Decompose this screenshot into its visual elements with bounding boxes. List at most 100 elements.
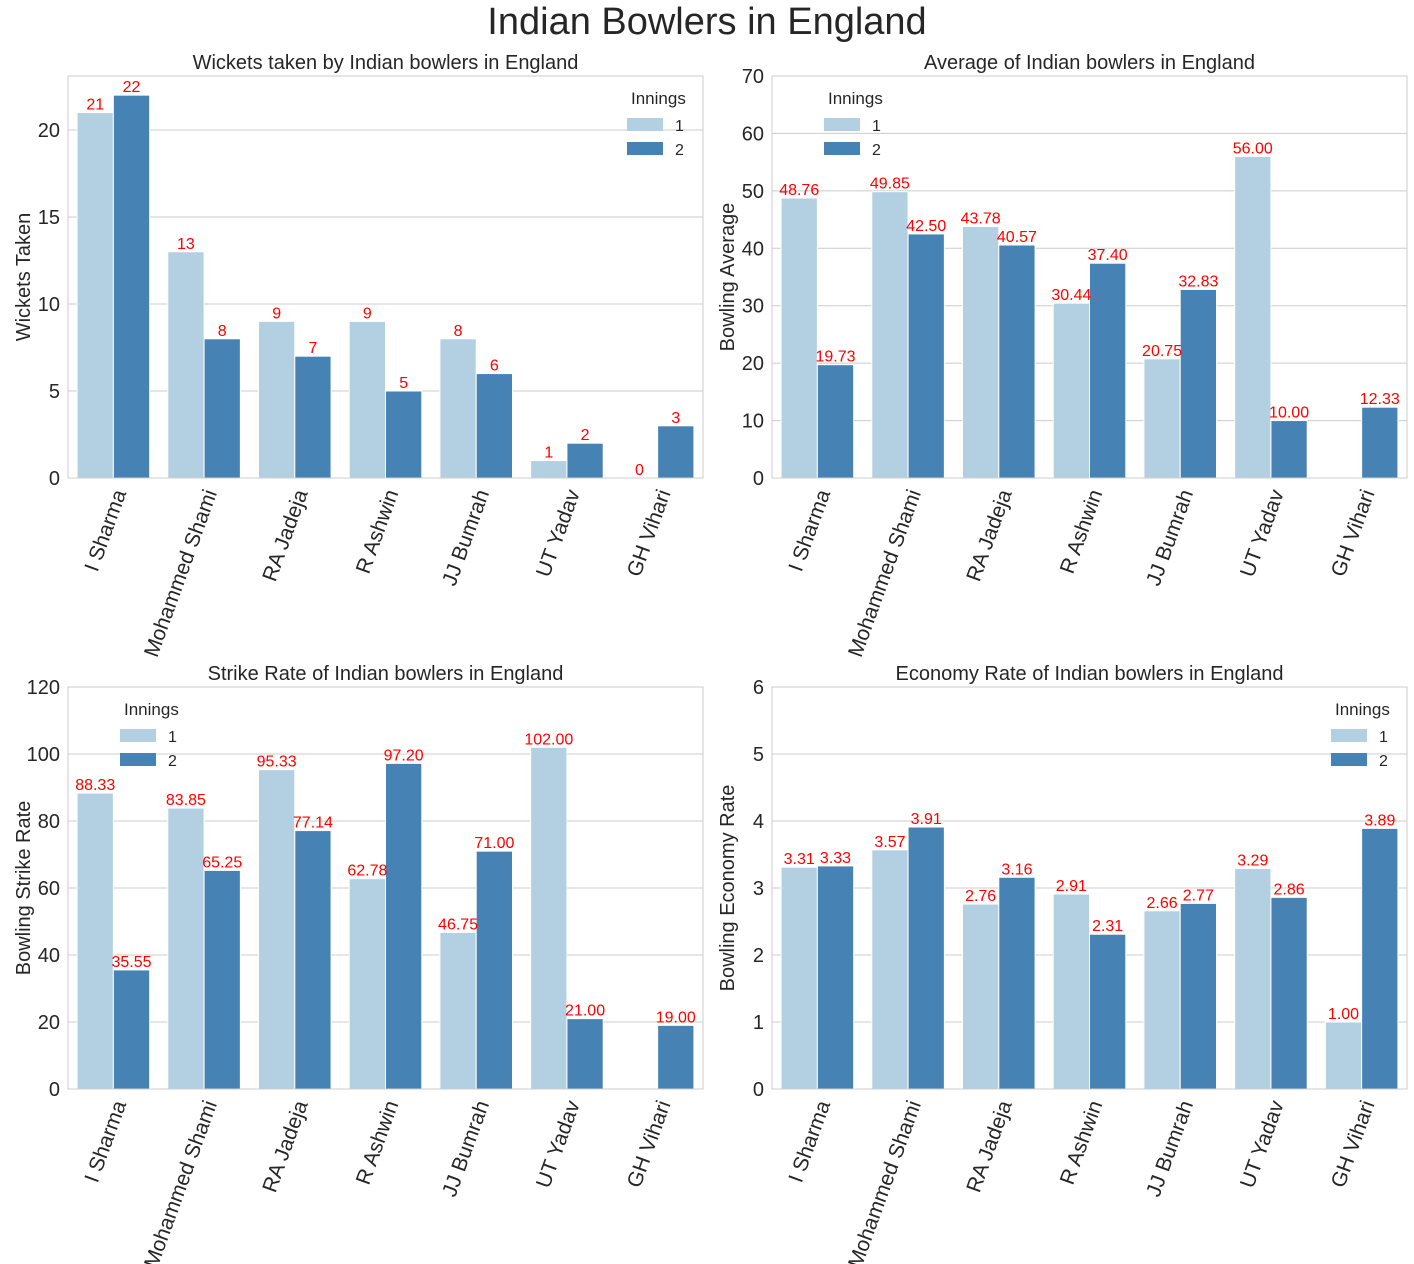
legend-swatch-2 xyxy=(824,142,860,155)
x-tick-label: JJ Bumrah xyxy=(438,487,494,589)
y-axis-label: Wickets Taken xyxy=(13,213,35,342)
data-label: 65.25 xyxy=(202,854,242,871)
bar-ut-yadav-innings-1 xyxy=(530,746,568,1090)
data-label: 19.00 xyxy=(656,1009,696,1026)
bar-ra-jadeja-innings-1 xyxy=(258,769,296,1090)
bar-jj-bumrah-innings-2 xyxy=(475,373,514,479)
data-label: 8 xyxy=(218,323,227,340)
chart-title: Wickets taken by Indian bowlers in Engla… xyxy=(193,52,579,74)
y-tick-label: 20 xyxy=(38,120,60,142)
legend-swatch-1 xyxy=(824,118,860,131)
bar-i-sharma-innings-2 xyxy=(816,364,855,479)
plot-frame xyxy=(67,75,704,479)
bar-gh-vihari-innings-2 xyxy=(657,425,695,479)
bar-jj-bumrah-innings-1 xyxy=(439,931,477,1090)
data-label: 77.14 xyxy=(293,815,333,832)
bar-jj-bumrah-innings-1 xyxy=(439,338,477,479)
x-tick-label: R Ashwin xyxy=(352,1098,404,1188)
data-label: 56.00 xyxy=(1233,140,1273,157)
y-tick-label: 0 xyxy=(753,468,764,490)
bar-ut-yadav-innings-2 xyxy=(1270,896,1308,1090)
bar-mohammed-shami-innings-1 xyxy=(167,251,205,479)
plot-frame xyxy=(67,686,704,1090)
x-tick-label: I Sharma xyxy=(80,1097,131,1185)
data-label: 32.83 xyxy=(1178,273,1218,290)
data-label: 30.44 xyxy=(1051,287,1091,304)
y-tick-label: 40 xyxy=(742,238,764,260)
data-label: 19.73 xyxy=(815,349,855,366)
data-label: 3.29 xyxy=(1237,853,1268,870)
data-label: 71.00 xyxy=(474,835,514,852)
x-tick-label: RA Jadeja xyxy=(258,1097,312,1195)
legend-swatch-2 xyxy=(1331,753,1367,766)
bar-mohammed-shami-innings-2 xyxy=(907,233,945,479)
x-tick-label: RA Jadeja xyxy=(962,1097,1016,1195)
y-tick-label: 20 xyxy=(742,353,764,375)
x-tick-label: R Ashwin xyxy=(1056,1098,1108,1188)
data-label: 2 xyxy=(581,427,590,444)
x-tick-label: I Sharma xyxy=(784,486,835,574)
chart-title: Average of Indian bowlers in England xyxy=(924,52,1255,74)
bar-jj-bumrah-innings-1 xyxy=(1143,358,1181,479)
bar-jj-bumrah-innings-2 xyxy=(1179,902,1217,1090)
bar-gh-vihari-innings-2 xyxy=(1361,827,1399,1090)
bar-mohammed-shami-innings-2 xyxy=(203,869,241,1090)
x-tick-label: Mohammed Shami xyxy=(140,1098,222,1264)
data-label: 9 xyxy=(363,305,372,322)
x-tick-label: UT Yadav xyxy=(1236,1097,1289,1191)
legend: Innings 1 2 xyxy=(120,700,179,770)
bar-i-sharma-innings-2 xyxy=(112,94,151,479)
bar-ut-yadav-innings-1 xyxy=(530,460,568,479)
bar-mohammed-shami-innings-1 xyxy=(871,849,909,1090)
y-tick-label: 1 xyxy=(753,1012,764,1034)
legend-swatch-1 xyxy=(627,118,663,131)
x-tick-label: RA Jadeja xyxy=(962,486,1016,584)
x-tick-label: Mohammed Shami xyxy=(844,487,926,660)
data-label: 0 xyxy=(635,462,644,479)
bar-r-ashwin-innings-2 xyxy=(1089,262,1127,479)
data-label: 6 xyxy=(490,358,499,375)
x-tick-label: JJ Bumrah xyxy=(1142,487,1198,589)
bar-i-sharma-innings-1 xyxy=(76,792,114,1090)
y-tick-label: 4 xyxy=(753,811,764,833)
y-tick-label: 10 xyxy=(38,294,60,316)
bar-r-ashwin-innings-1 xyxy=(1052,893,1090,1090)
data-label: 10.00 xyxy=(1269,405,1309,422)
data-label: 62.78 xyxy=(347,863,387,880)
legend-label: 1 xyxy=(872,118,881,135)
chart-panel-3: 0 20 40 60 80 100 120 88.33 83.85 95.33 62.78 46.75… xyxy=(13,663,704,1264)
data-label: 13 xyxy=(177,236,195,253)
legend-swatch-2 xyxy=(120,753,156,766)
x-tick-label: JJ Bumrah xyxy=(1142,1098,1198,1200)
bar-r-ashwin-innings-1 xyxy=(1052,302,1090,479)
y-tick-label: 40 xyxy=(38,945,60,967)
data-label: 48.76 xyxy=(779,182,819,199)
y-tick-label: 70 xyxy=(742,66,764,88)
y-tick-label: 120 xyxy=(27,677,60,699)
legend-swatch-1 xyxy=(1331,729,1367,742)
bar-jj-bumrah-innings-2 xyxy=(475,850,514,1090)
legend-label: 1 xyxy=(675,118,684,135)
data-label: 42.50 xyxy=(906,218,946,235)
y-tick-label: 6 xyxy=(753,677,764,699)
bar-mohammed-shami-innings-2 xyxy=(907,826,945,1090)
y-tick-label: 50 xyxy=(742,181,764,203)
y-tick-label: 5 xyxy=(753,744,764,766)
y-tick-label: 60 xyxy=(38,878,60,900)
bar-ra-jadeja-innings-2 xyxy=(998,876,1036,1090)
legend-label: 2 xyxy=(872,142,881,159)
data-label: 3.89 xyxy=(1364,812,1395,829)
data-label: 102.00 xyxy=(524,731,573,748)
y-axis-label: Bowling Economy Rate xyxy=(717,785,739,992)
legend-title: Innings xyxy=(828,89,883,108)
legend: Innings 1 2 xyxy=(1331,700,1390,770)
y-tick-label: 0 xyxy=(49,468,60,490)
bar-i-sharma-innings-2 xyxy=(816,865,855,1090)
bar-r-ashwin-innings-1 xyxy=(348,878,387,1090)
y-axis-label: Bowling Average xyxy=(717,203,739,352)
bar-ra-jadeja-innings-1 xyxy=(962,903,1000,1090)
y-tick-label: 10 xyxy=(742,411,764,433)
data-label: 2.31 xyxy=(1092,918,1123,935)
data-label: 40.57 xyxy=(997,229,1037,246)
